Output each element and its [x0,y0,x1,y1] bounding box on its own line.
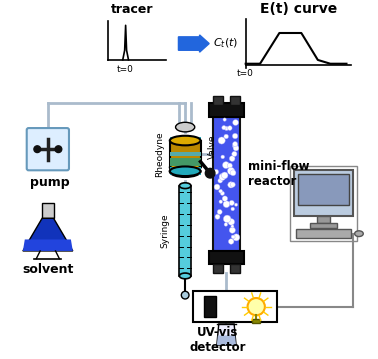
Circle shape [223,162,229,168]
Circle shape [215,214,220,219]
Text: t=0: t=0 [117,65,134,74]
Bar [170,152,200,156]
Ellipse shape [170,167,200,176]
Bar [253,319,260,323]
Text: solvent: solvent [22,264,74,276]
Text: UV-vis
detector: UV-vis detector [189,326,246,354]
Circle shape [34,146,41,153]
Bar [42,203,54,218]
Circle shape [228,219,234,225]
Circle shape [232,235,235,239]
Circle shape [217,209,222,214]
Circle shape [227,163,232,168]
Polygon shape [23,239,73,251]
Circle shape [223,118,226,121]
Bar [310,223,337,228]
Circle shape [222,196,228,201]
Bar [170,140,200,167]
Bar [170,158,200,165]
Ellipse shape [180,273,191,279]
Circle shape [224,134,228,139]
Ellipse shape [170,163,200,172]
Circle shape [218,178,223,183]
Circle shape [55,146,62,153]
Bar [213,265,223,273]
Text: $C_t(t)$: $C_t(t)$ [213,37,238,50]
Circle shape [231,225,234,228]
Text: t=0: t=0 [237,70,254,79]
Circle shape [232,144,238,149]
Circle shape [232,141,238,146]
FancyBboxPatch shape [27,128,69,170]
Circle shape [229,200,234,205]
Bar [193,291,277,322]
Bar [209,251,244,265]
Bar [209,103,244,117]
Bar [213,96,223,105]
Bar [213,117,240,251]
Circle shape [233,145,239,151]
Bar [296,229,351,238]
Circle shape [222,172,228,179]
Circle shape [205,168,215,178]
Circle shape [219,189,223,193]
Circle shape [223,215,231,223]
Circle shape [233,234,240,241]
Bar [170,167,200,175]
Circle shape [229,227,235,233]
Ellipse shape [170,165,200,177]
Text: tracer: tracer [111,3,153,16]
Ellipse shape [355,231,363,237]
Circle shape [221,155,225,159]
Circle shape [230,182,235,187]
Circle shape [219,200,223,204]
Circle shape [228,239,234,244]
Circle shape [230,170,236,176]
Circle shape [222,126,226,130]
Circle shape [231,207,234,211]
Text: Rheodyne: Rheodyne [155,131,164,177]
Circle shape [248,298,265,315]
Circle shape [231,235,234,238]
Circle shape [228,126,232,130]
Circle shape [220,174,224,178]
Circle shape [232,151,237,157]
Circle shape [219,174,226,181]
Circle shape [214,169,218,174]
Text: mini-flow
reactor: mini-flow reactor [248,160,309,188]
Polygon shape [217,335,236,345]
Bar [180,186,191,276]
Polygon shape [217,324,236,345]
Bar [290,167,357,241]
Bar [294,170,353,216]
Circle shape [220,191,225,195]
Text: Valve: Valve [208,134,217,159]
Ellipse shape [175,122,195,132]
Circle shape [233,120,239,125]
Circle shape [225,126,229,130]
Circle shape [181,291,189,299]
Circle shape [228,182,234,188]
Text: E(t) curve: E(t) curve [260,2,337,16]
Bar [317,216,330,223]
Bar [204,296,216,317]
Circle shape [214,184,220,190]
Bar [230,96,240,105]
Ellipse shape [180,183,191,188]
Ellipse shape [170,136,200,145]
Circle shape [218,137,225,144]
Polygon shape [23,218,73,251]
Bar [170,137,200,171]
Text: pump: pump [30,176,70,189]
Circle shape [232,133,238,139]
Text: Syringe: Syringe [161,214,170,248]
Circle shape [223,201,230,208]
Circle shape [234,203,238,206]
Circle shape [224,223,228,226]
Bar [297,174,349,205]
Bar [230,265,240,273]
Circle shape [228,167,235,174]
FancyArrow shape [178,35,209,52]
Circle shape [229,156,235,162]
